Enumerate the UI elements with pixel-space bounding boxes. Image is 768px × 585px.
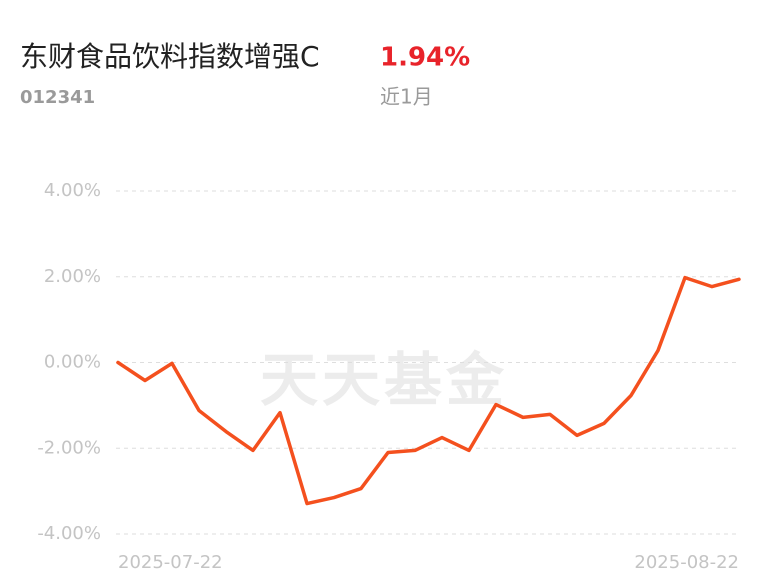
fund-title: 东财食品饮料指数增强C: [20, 40, 320, 73]
y-tick-label: 4.00%: [44, 180, 101, 201]
x-tick-label: 2025-08-22: [634, 552, 739, 573]
y-tick-label: -4.00%: [37, 523, 101, 544]
watermark: 天天基金: [260, 346, 508, 414]
x-tick-label: 2025-07-22: [118, 552, 223, 573]
series-line: [116, 275, 741, 506]
return-value: 1.94%: [380, 43, 470, 73]
y-tick-label: 2.00%: [44, 266, 101, 287]
y-tick-label: 0.00%: [44, 352, 101, 373]
fund-code: 012341: [20, 87, 95, 108]
period-label: 近1月: [380, 85, 433, 109]
y-tick-label: -2.00%: [37, 437, 101, 458]
